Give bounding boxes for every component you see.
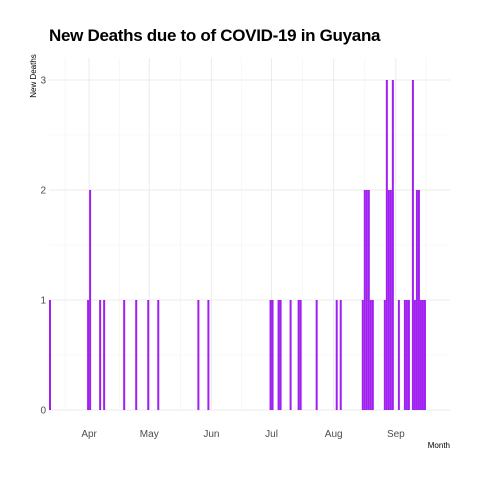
x-tick-label: Jul — [265, 429, 278, 440]
bar — [419, 300, 422, 410]
bar — [383, 300, 386, 410]
bar — [147, 300, 150, 410]
bars — [49, 80, 426, 410]
y-tick-label: 1 — [40, 296, 46, 307]
bar — [89, 190, 92, 410]
bar — [367, 190, 370, 410]
bar — [365, 190, 368, 410]
bar — [415, 190, 418, 410]
x-tick-label: May — [140, 429, 159, 440]
bar — [99, 300, 102, 410]
bar — [279, 300, 282, 410]
x-axis-title: Month — [428, 441, 450, 450]
y-axis-title: New Deaths — [29, 54, 38, 98]
bar — [135, 300, 138, 410]
bar — [423, 300, 426, 410]
bar — [299, 300, 302, 410]
bar — [339, 300, 342, 410]
bar — [297, 300, 300, 410]
bar — [371, 300, 374, 410]
bar — [361, 300, 364, 410]
bar — [103, 300, 106, 410]
bar — [363, 190, 366, 410]
x-tick-label: Jun — [203, 429, 219, 440]
bar — [157, 300, 160, 410]
bar — [49, 300, 52, 410]
bar — [197, 300, 200, 410]
bar — [385, 80, 388, 410]
bar — [403, 300, 406, 410]
bar — [391, 80, 394, 410]
bar — [407, 300, 410, 410]
bar — [389, 190, 392, 410]
bar — [417, 190, 420, 410]
bar — [421, 300, 424, 410]
x-tick-label: Aug — [325, 429, 343, 440]
y-tick-label: 0 — [40, 406, 46, 417]
chart-title: New Deaths due to of COVID-19 in Guyana — [49, 26, 381, 45]
x-tick-label: Sep — [387, 429, 405, 440]
bar — [369, 300, 372, 410]
bar — [123, 300, 126, 410]
bar — [411, 80, 414, 410]
bar — [387, 190, 390, 410]
y-tick-labels: 0 1 2 3 — [40, 76, 46, 417]
bar — [271, 300, 274, 410]
y-tick-label: 2 — [40, 186, 46, 197]
bar — [405, 300, 408, 410]
bar — [207, 300, 210, 410]
x-tick-labels: Apr May Jun Jul Aug Sep — [81, 429, 405, 440]
bar — [335, 300, 338, 410]
bar — [277, 300, 280, 410]
x-tick-label: Apr — [81, 429, 97, 440]
bar — [269, 300, 272, 410]
bar — [413, 300, 416, 410]
y-tick-label: 3 — [40, 76, 46, 87]
bar — [315, 300, 318, 410]
bar — [87, 300, 90, 410]
bar — [397, 300, 400, 410]
bar — [289, 300, 292, 410]
